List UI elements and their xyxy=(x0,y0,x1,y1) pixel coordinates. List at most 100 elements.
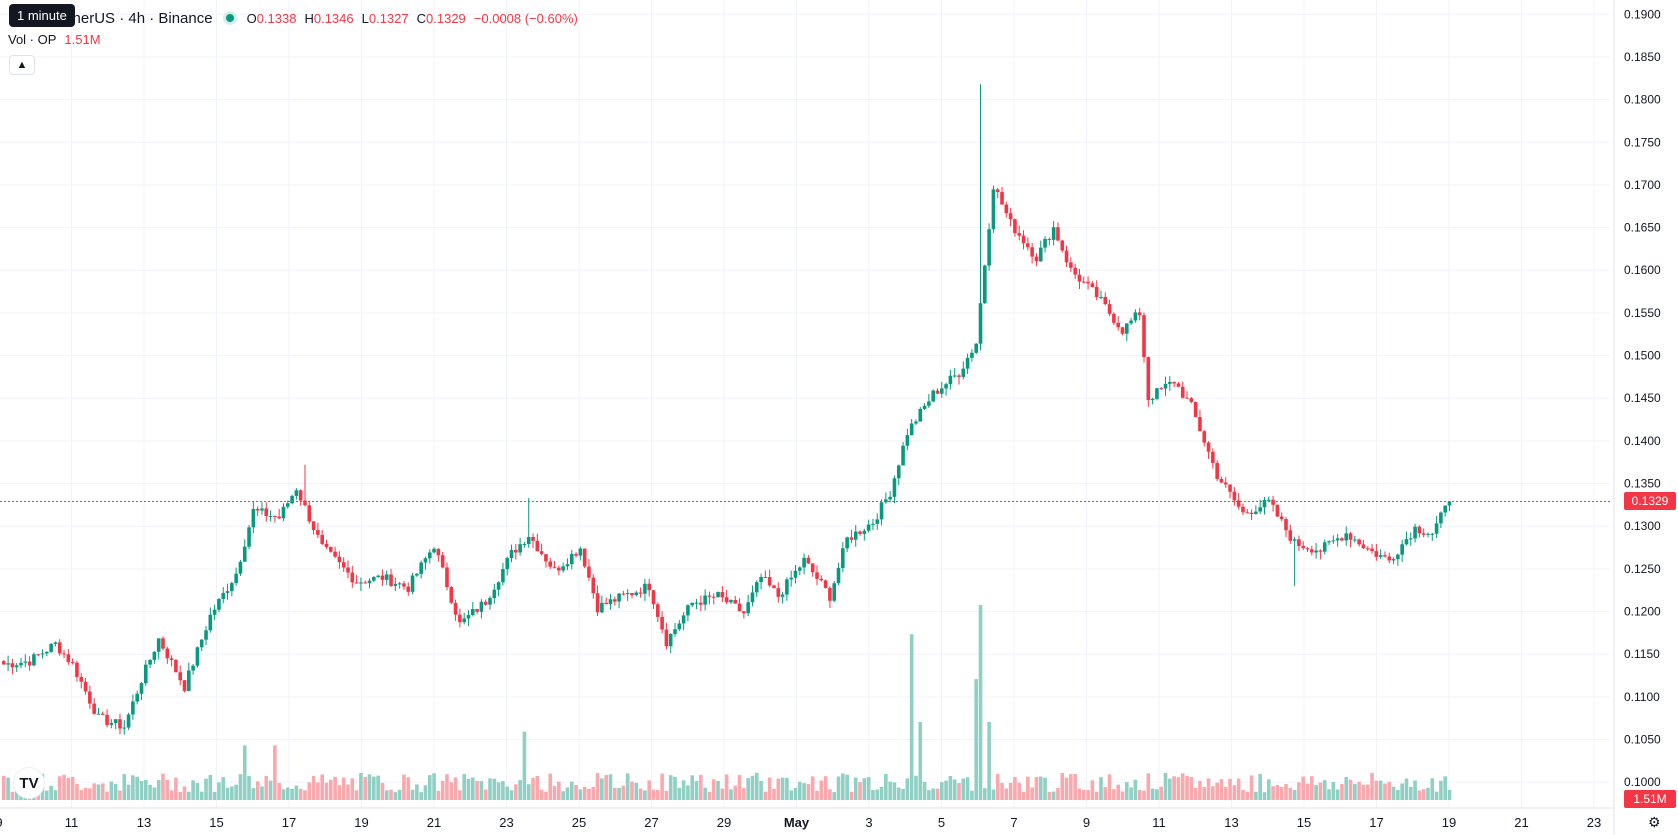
candle-body xyxy=(92,703,96,714)
candle-body xyxy=(1387,556,1392,561)
volume-bar xyxy=(853,777,858,800)
volume-bar xyxy=(1038,776,1043,800)
candle-body xyxy=(440,555,445,568)
volume-bar xyxy=(14,790,19,800)
volume-bar xyxy=(1434,791,1439,800)
last-price-tag: 0.1329 xyxy=(1624,492,1676,511)
candle-body xyxy=(1374,551,1379,557)
volume-bar xyxy=(974,679,979,800)
volume-bar xyxy=(320,774,324,800)
candle-body xyxy=(673,629,677,634)
time-tick-label: 21 xyxy=(427,815,441,830)
candle-body xyxy=(161,638,165,649)
candle-body xyxy=(406,586,411,592)
candle-body xyxy=(1137,312,1142,316)
time-axis[interactable]: 9 11 13 15 17 19 21 23 25 27 29 May 3 5 7 9 11 13 15 17 19 21… xyxy=(0,807,1614,830)
ohlc-low: L0.1327 xyxy=(361,10,409,26)
volume-bar xyxy=(1017,782,1022,800)
volume-bar xyxy=(965,777,970,800)
volume-bar xyxy=(673,776,677,800)
candle-body xyxy=(234,573,238,584)
volume-bar xyxy=(96,784,101,800)
candle-body xyxy=(1361,544,1366,549)
candle-body xyxy=(268,516,273,518)
candle-body xyxy=(707,595,712,597)
candle-body xyxy=(806,557,811,564)
volume-label[interactable]: Vol · OP xyxy=(8,32,57,47)
candle-body xyxy=(802,557,806,568)
volume-bar xyxy=(66,777,71,800)
volume-bar xyxy=(131,775,135,800)
candle-body xyxy=(1378,555,1383,557)
candle-body xyxy=(703,595,707,605)
candle-body xyxy=(27,661,32,666)
volume-bar xyxy=(204,778,208,800)
candle-body xyxy=(1258,507,1262,512)
candle-body xyxy=(647,583,652,591)
volume-bar xyxy=(544,791,548,800)
candle-body xyxy=(143,664,148,684)
volume-bar xyxy=(165,779,170,800)
candle-body xyxy=(199,639,204,648)
volume-bar xyxy=(1142,790,1146,800)
volume-bar xyxy=(660,773,664,800)
volume-bar xyxy=(948,776,953,800)
candle-body xyxy=(1077,274,1082,282)
candle-body xyxy=(501,569,505,583)
volume-bar xyxy=(376,775,380,800)
candle-body xyxy=(1038,247,1043,262)
volume-bar xyxy=(1021,791,1026,800)
volume-bar xyxy=(1447,789,1452,800)
volume-bar xyxy=(1374,780,1379,800)
candle-body xyxy=(6,663,10,665)
candle-body xyxy=(169,658,174,660)
candle-body xyxy=(264,508,269,517)
price-axis[interactable]: 0.1900 0.1850 0.1800 0.1750 0.1700 0.1650 0.16… xyxy=(1613,0,1661,835)
volume-bar xyxy=(109,781,114,800)
volume-bar xyxy=(1155,789,1159,800)
volume-bar xyxy=(776,778,781,800)
candle-body xyxy=(1176,383,1181,387)
candle-body xyxy=(1228,484,1232,492)
candle-body xyxy=(1327,541,1331,543)
candle-body xyxy=(1357,539,1361,545)
candle-body xyxy=(668,633,673,647)
candle-body xyxy=(746,602,750,614)
candlesticks xyxy=(2,84,1452,735)
collapse-legend-button[interactable]: ▲ xyxy=(9,55,35,75)
gear-icon[interactable]: ⚙ xyxy=(1648,814,1661,830)
candle-body xyxy=(789,577,793,580)
candle-body xyxy=(165,648,170,659)
volume-bar xyxy=(303,790,307,800)
interval-tooltip: 1 minute xyxy=(9,4,75,27)
volume-bar xyxy=(716,780,720,800)
volume-bar xyxy=(277,783,281,800)
candle-body xyxy=(535,540,540,552)
candle-body xyxy=(479,601,484,612)
volume-bar xyxy=(285,787,290,800)
volume-bar xyxy=(600,778,604,800)
volume-bar xyxy=(208,774,213,800)
volume-bar xyxy=(49,785,53,800)
volume-bar xyxy=(871,790,875,800)
volume-bar xyxy=(514,784,518,800)
time-tick-label: 11 xyxy=(1152,815,1166,830)
candle-body xyxy=(995,189,1000,193)
symbol-title[interactable]: etherUS · 4h · Binance xyxy=(60,9,213,27)
candle-body xyxy=(643,583,647,594)
candle-body xyxy=(776,588,781,597)
volume-bar xyxy=(1176,777,1181,800)
tradingview-logo[interactable]: TV xyxy=(14,768,44,798)
candle-body xyxy=(277,516,281,519)
candle-body xyxy=(311,521,316,530)
volume-bar xyxy=(707,791,712,800)
volume-bar xyxy=(634,782,639,800)
candle-body xyxy=(1168,381,1172,384)
candle-body xyxy=(242,546,247,562)
candle-body xyxy=(1232,491,1237,501)
candle-body xyxy=(1069,262,1073,268)
market-status-icon[interactable] xyxy=(222,11,237,25)
candle-body xyxy=(948,375,953,385)
volume-bar xyxy=(1060,772,1065,800)
